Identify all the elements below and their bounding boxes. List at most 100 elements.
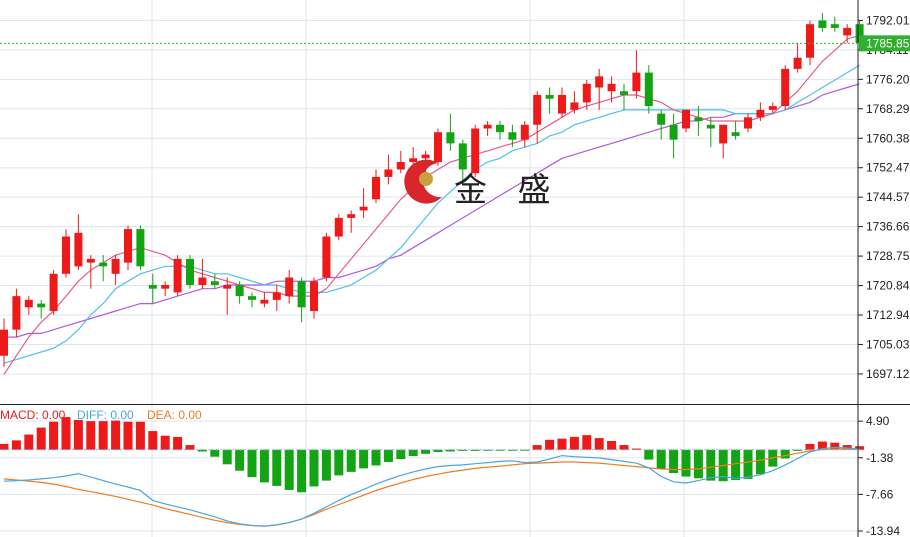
- macd-bar-36: [445, 449, 455, 452]
- macd-bar-65: [805, 443, 815, 450]
- candle-body-44: [545, 94, 554, 99]
- y-tick-label-3: 1768.29: [866, 102, 910, 116]
- diff-line: [3, 446, 860, 527]
- macd-bar-31: [383, 449, 393, 462]
- candle-body-50: [620, 91, 628, 95]
- candle-body-11: [136, 229, 145, 267]
- candle-body-48: [595, 76, 604, 88]
- candle-body-60: [744, 117, 752, 129]
- macd-bar-2: [24, 434, 34, 450]
- macd-bar-13: [160, 435, 170, 450]
- macd-tick-label-0: 4.90: [866, 414, 890, 428]
- candle-body-43: [533, 94, 542, 125]
- macd-bar-10: [123, 421, 133, 450]
- macd-bar-19: [235, 449, 245, 471]
- candle-body-54: [669, 124, 678, 140]
- candle-body-32: [396, 162, 405, 170]
- ma5-line: [3, 34, 860, 375]
- candle-body-57: [706, 124, 715, 129]
- candle-body-31: [384, 169, 393, 177]
- macd-legend-dea: DEA: 0.00: [147, 408, 202, 422]
- candle-body-55: [682, 109, 690, 129]
- macd-bar-64: [793, 449, 803, 451]
- macd-bar-18: [222, 449, 232, 465]
- macd-bar-23: [284, 449, 294, 490]
- macd-bar-25: [309, 449, 319, 487]
- macd-bar-44: [545, 439, 555, 450]
- macd-bar-60: [743, 449, 753, 479]
- macd-bar-11: [135, 421, 145, 450]
- candlesticks: [0, 13, 864, 367]
- macd-bar-51: [631, 448, 641, 450]
- macd-tick-label-2: -7.66: [866, 487, 894, 501]
- macd-histogram: [0, 417, 865, 493]
- last-price-box: [859, 35, 910, 52]
- candle-body-69: [855, 24, 864, 43]
- macd-bar-20: [247, 449, 257, 478]
- macd-bar-34: [421, 449, 431, 454]
- macd-bar-15: [185, 445, 195, 450]
- macd-legend-diff: DIFF: 0.00: [77, 408, 134, 422]
- candle-body-46: [570, 102, 579, 110]
- macd-bar-6: [73, 419, 83, 450]
- candle-body-28: [347, 214, 356, 218]
- macd-bar-1: [11, 440, 21, 450]
- macd-bar-3: [36, 427, 46, 450]
- macd-bar-45: [557, 438, 567, 450]
- macd-bar-33: [408, 449, 418, 457]
- macd-bar-28: [346, 449, 356, 472]
- macd-bar-57: [706, 449, 716, 481]
- ma20-line: [4, 83, 860, 338]
- macd-bar-0: [0, 443, 9, 450]
- macd-bar-63: [780, 449, 790, 459]
- candle-body-18: [223, 284, 232, 289]
- candle-body-37: [458, 143, 467, 170]
- macd-bar-48: [594, 438, 604, 450]
- candle-body-59: [731, 132, 740, 136]
- candle-body-7: [86, 258, 95, 263]
- candle-body-0: [0, 329, 8, 356]
- macd-bar-69: [855, 446, 865, 450]
- candle-body-17: [210, 281, 219, 285]
- candle-body-20: [248, 296, 256, 300]
- macd-bar-39: [483, 449, 493, 451]
- macd-bar-8: [98, 421, 108, 450]
- candle-body-58: [719, 124, 728, 144]
- y-tick-label-9: 1720.84: [866, 279, 910, 293]
- candle-body-52: [644, 72, 653, 107]
- macd-bar-54: [669, 449, 679, 474]
- candle-body-39: [483, 124, 492, 129]
- candle-body-30: [372, 176, 380, 200]
- moving-averages: [3, 34, 860, 375]
- macd-bar-55: [681, 449, 691, 477]
- candle-body-66: [818, 20, 827, 28]
- macd-bar-32: [396, 449, 406, 460]
- candle-body-13: [161, 284, 170, 289]
- candle-body-3: [37, 303, 46, 308]
- macd-bar-67: [830, 442, 840, 450]
- candle-body-34: [421, 154, 430, 159]
- macd-bar-26: [321, 449, 331, 481]
- candle-body-8: [99, 262, 108, 267]
- candle-body-35: [434, 132, 442, 163]
- candle-body-10: [124, 229, 132, 263]
- macd-bar-22: [272, 449, 282, 486]
- candle-body-9: [111, 258, 120, 274]
- candle-body-14: [173, 258, 182, 293]
- macd-bar-16: [197, 449, 207, 452]
- candle-body-38: [471, 128, 480, 174]
- macd-bar-47: [582, 435, 592, 450]
- last-price-label: 1785.85: [866, 36, 910, 50]
- macd-bar-68: [842, 445, 852, 450]
- macd-bar-56: [693, 449, 703, 479]
- macd-bar-43: [532, 445, 542, 450]
- y-tick-label-5: 1752.47: [866, 161, 910, 175]
- macd-bar-29: [359, 449, 369, 469]
- macd-legend-macd: MACD: 0.00: [0, 408, 66, 422]
- candle-body-47: [582, 83, 591, 103]
- macd-bar-37: [458, 449, 468, 451]
- candle-body-45: [558, 94, 566, 114]
- candle-body-5: [62, 236, 70, 274]
- candle-body-12: [148, 284, 157, 289]
